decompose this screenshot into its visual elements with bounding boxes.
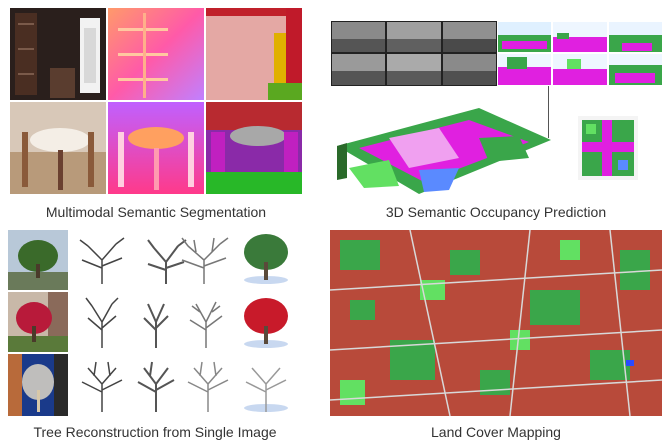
tree-render-2 [238, 294, 294, 350]
tree-skeleton-3b [128, 358, 184, 414]
connector-line [548, 86, 549, 138]
tree-render-1 [238, 230, 294, 286]
occupancy-3d-image [329, 98, 551, 198]
occupancy-caption: 3D Semantic Occupancy Prediction [385, 204, 607, 220]
tree-render-3 [238, 358, 294, 414]
tree-skeleton-3a [74, 358, 130, 414]
label-dining-image [206, 102, 302, 194]
depth-dining-image [108, 102, 204, 194]
rgb-dining-image [10, 102, 106, 194]
tree-skeleton-2c [178, 294, 234, 350]
land-cover-map-image [330, 230, 662, 416]
depth-shelf-image [108, 8, 204, 100]
tree-skeleton-1a [74, 230, 130, 286]
tree-skeleton-1c [176, 230, 232, 286]
landcover-caption: Land Cover Mapping [431, 424, 561, 440]
tree-skeleton-1b [138, 230, 194, 286]
segmentation-caption: Multimodal Semantic Segmentation [45, 204, 267, 220]
semantic-views-image [497, 21, 663, 86]
trees-caption: Tree Reconstruction from Single Image [33, 424, 277, 440]
tree-skeleton-3c [180, 358, 236, 414]
camera-views-image [331, 21, 497, 86]
tree-skeleton-2a [74, 294, 130, 350]
tree-photo-1 [8, 230, 68, 290]
rgb-shelf-image [10, 8, 106, 100]
tree-photo-2 [8, 292, 68, 352]
tree-skeleton-2b [128, 294, 184, 350]
tree-photo-3 [8, 354, 68, 416]
occupancy-topdown-image [578, 116, 638, 180]
label-shelf-image [206, 8, 302, 100]
